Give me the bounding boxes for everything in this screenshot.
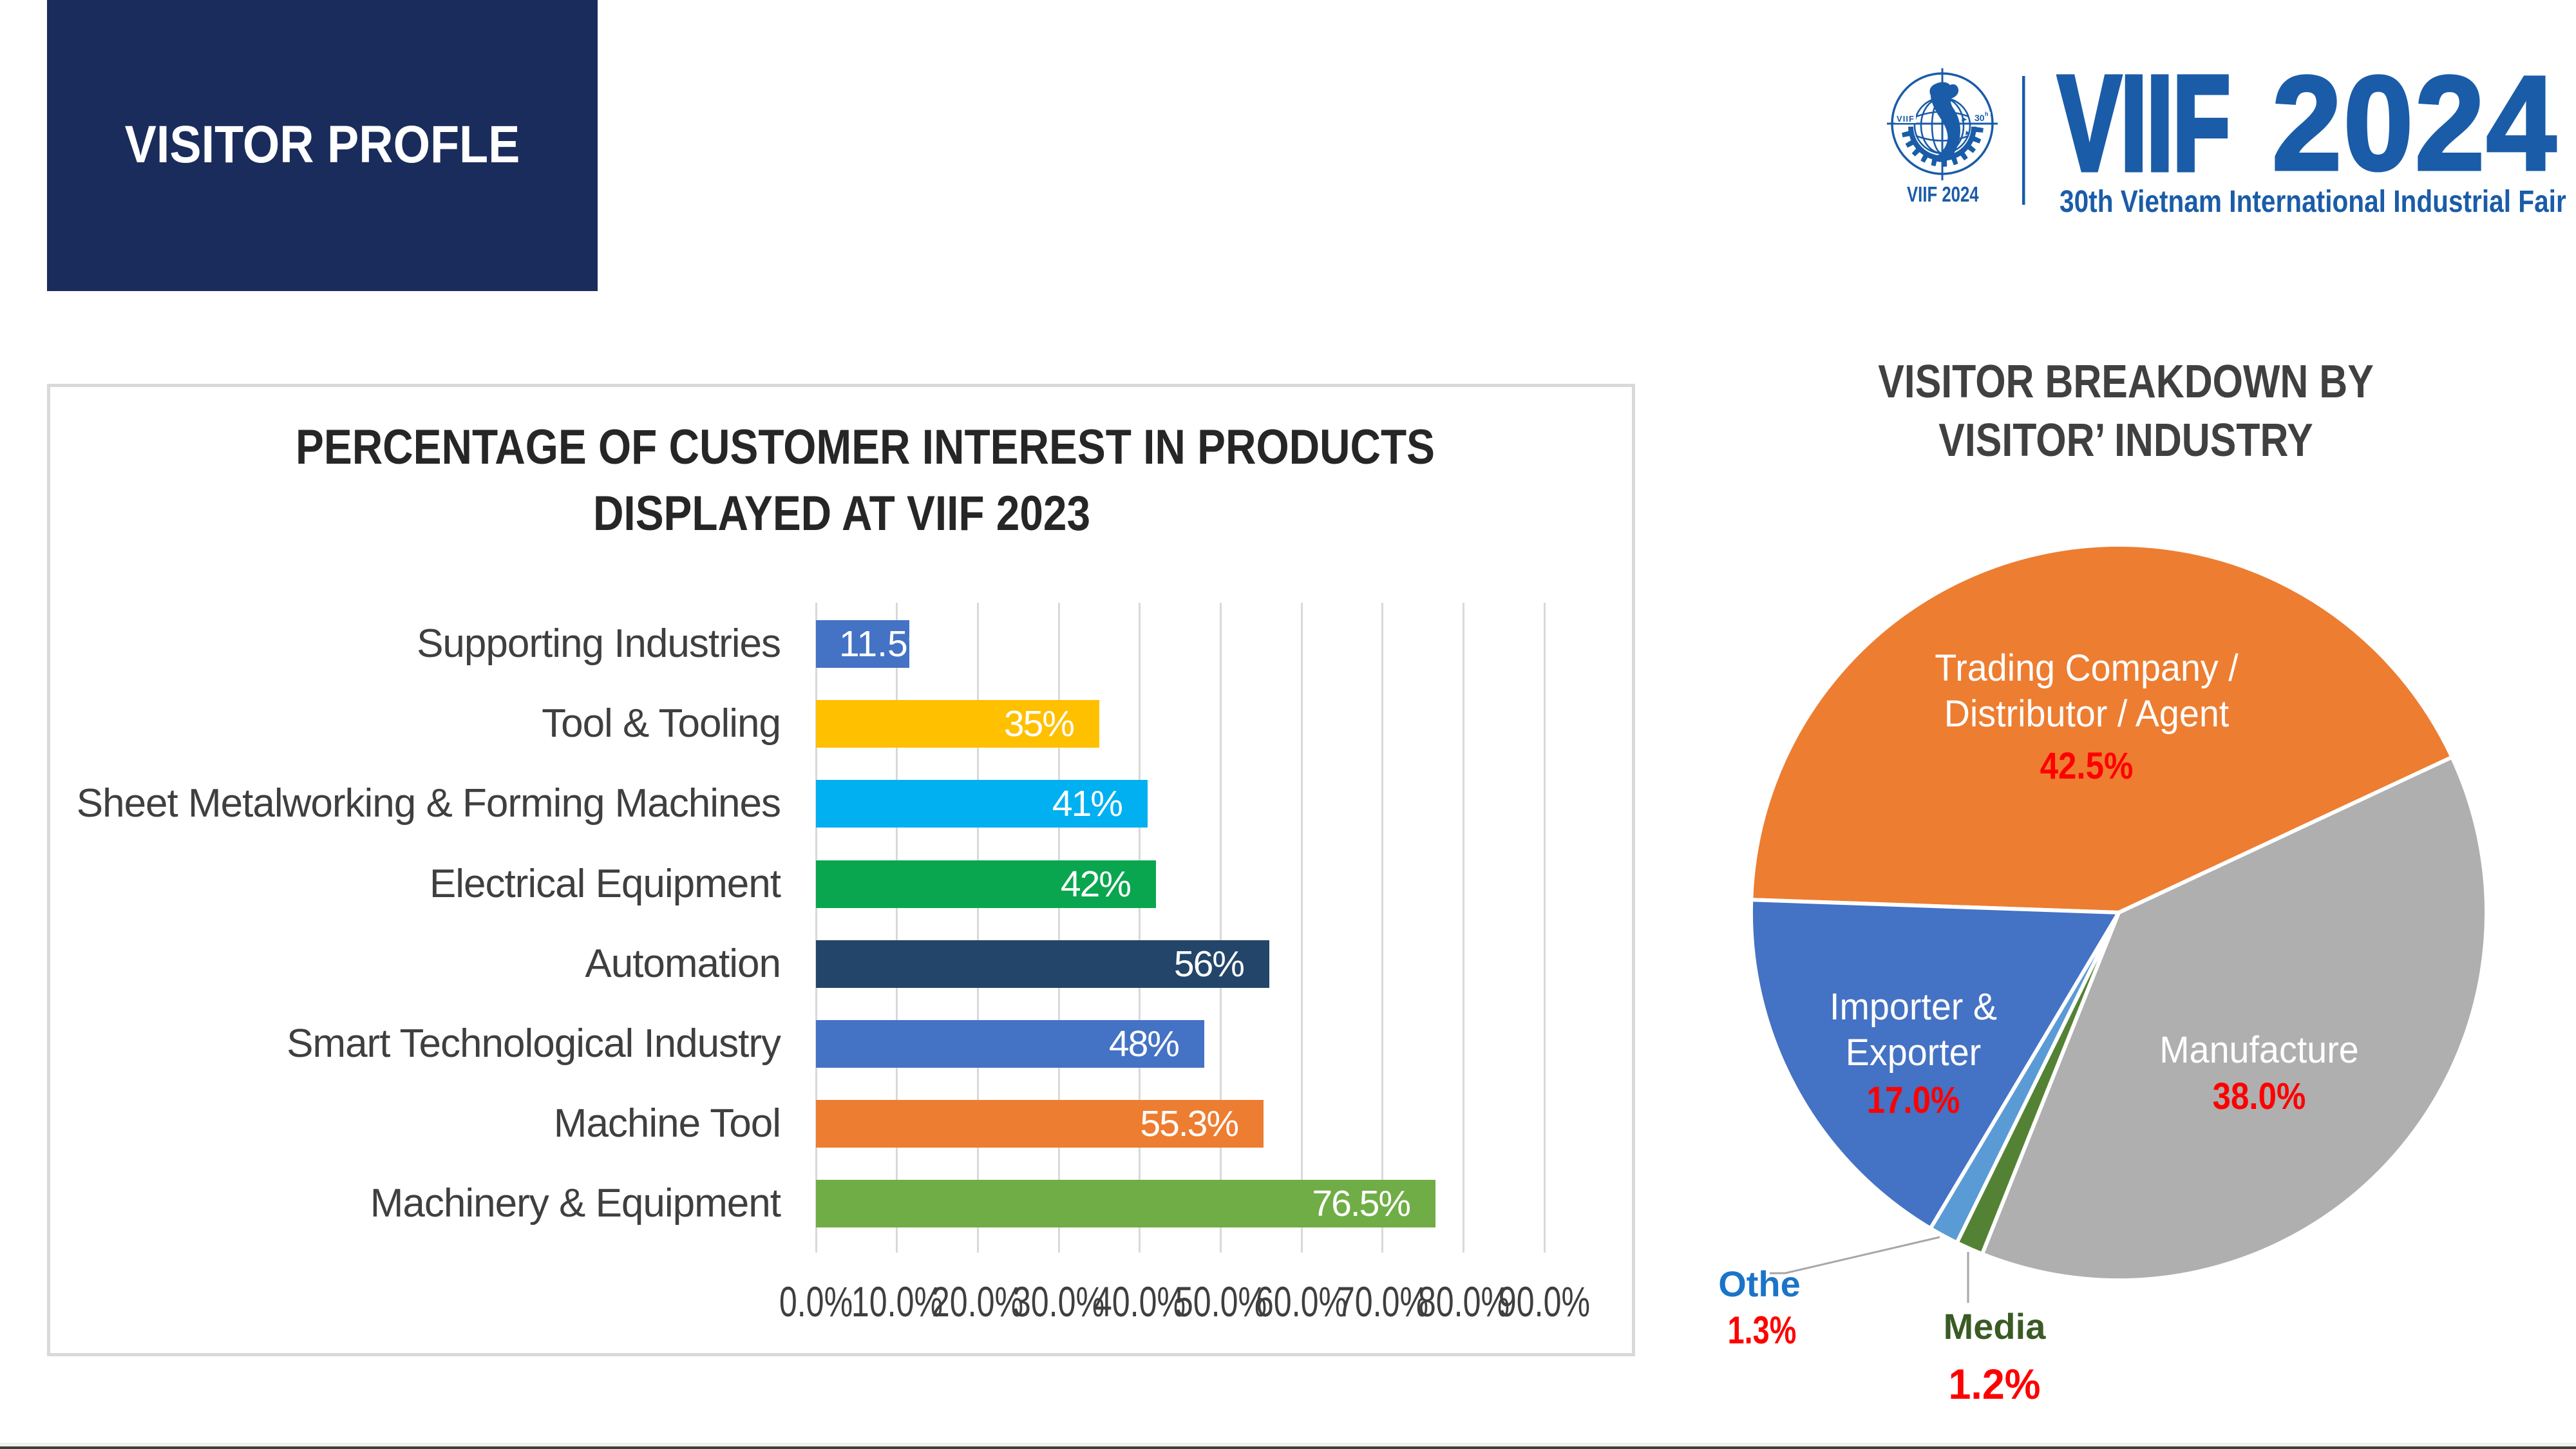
svg-text:30: 30 [1975,113,1985,123]
svg-text:h: h [1985,111,1989,117]
svg-text:VIIF: VIIF [1897,114,1914,124]
